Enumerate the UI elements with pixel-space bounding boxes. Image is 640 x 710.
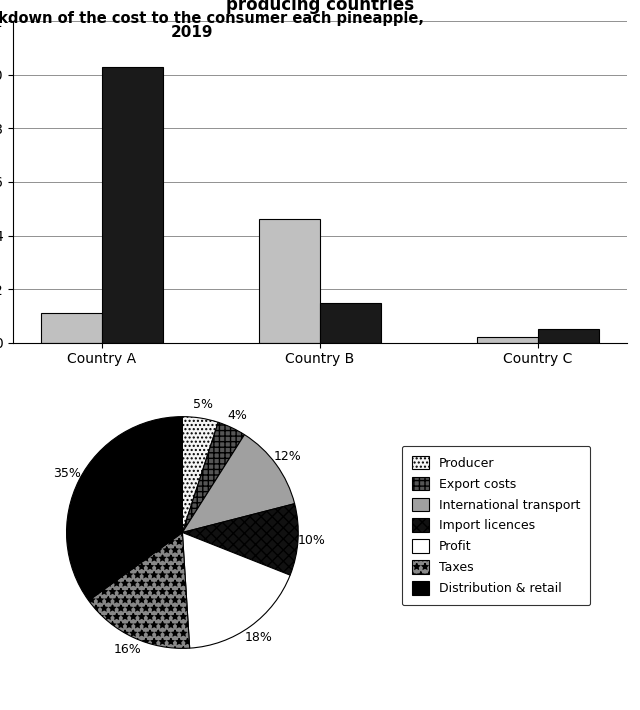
Bar [320, 302, 381, 343]
Wedge shape [182, 532, 290, 648]
Text: 18%: 18% [244, 631, 273, 644]
Wedge shape [89, 532, 189, 648]
Wedge shape [67, 417, 182, 601]
Wedge shape [182, 435, 294, 532]
Text: 16%: 16% [113, 643, 141, 657]
Wedge shape [182, 503, 298, 575]
Bar [102, 67, 163, 343]
Text: 10%: 10% [298, 534, 326, 547]
Text: Breakdown of the cost to the consumer each pineapple,: Breakdown of the cost to the consumer ea… [0, 11, 424, 26]
Legend: Producer, Export costs, International transport, Import licences, Profit, Taxes,: Producer, Export costs, International tr… [401, 446, 591, 605]
Wedge shape [182, 417, 218, 532]
Text: 35%: 35% [53, 467, 81, 480]
Bar [538, 329, 599, 343]
Text: 2019: 2019 [171, 25, 213, 40]
Title: World pineapple exports by the top three
producing countries: World pineapple exports by the top three… [125, 0, 515, 14]
Text: 5%: 5% [193, 398, 212, 411]
Bar [259, 219, 320, 343]
Wedge shape [182, 422, 244, 532]
Bar [477, 337, 538, 343]
Bar [41, 313, 102, 343]
Text: 4%: 4% [228, 408, 248, 422]
Text: 12%: 12% [273, 449, 301, 463]
